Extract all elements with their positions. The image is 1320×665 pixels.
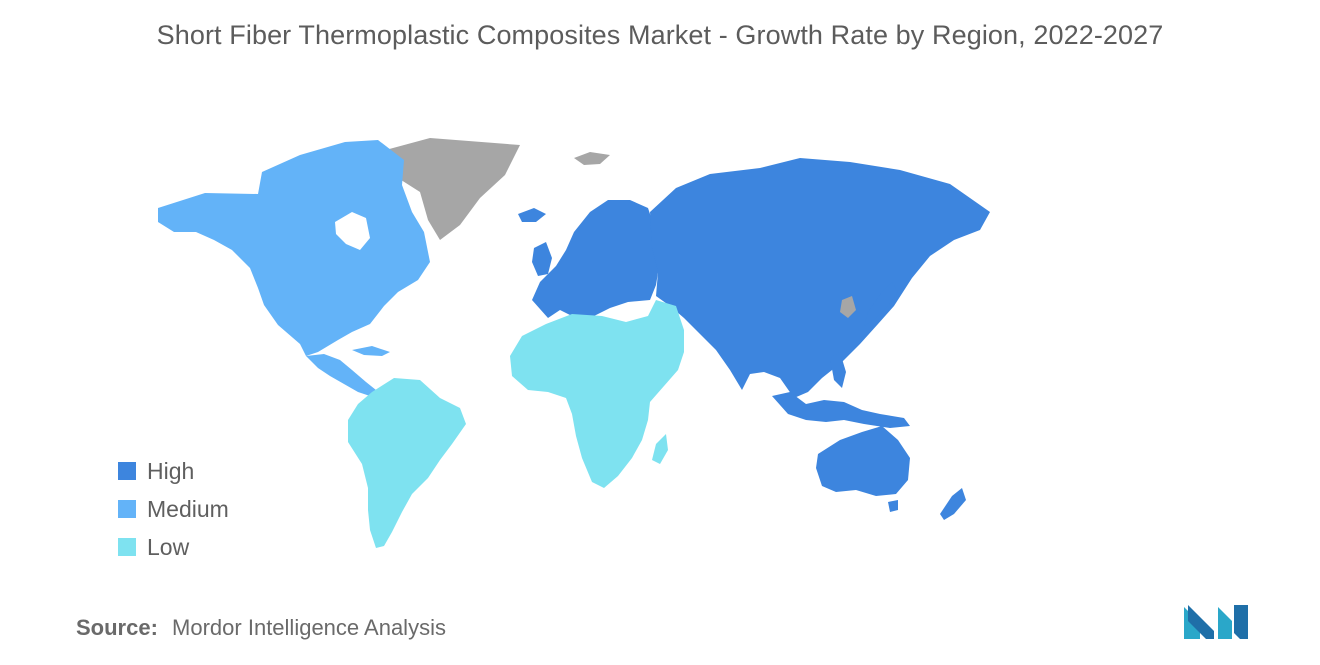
hudson-bay — [335, 212, 370, 250]
region-new-zealand — [940, 488, 966, 520]
region-australia — [816, 426, 910, 496]
legend-item-low: Low — [118, 528, 229, 566]
region-north-america — [158, 140, 430, 356]
chart-title: Short Fiber Thermoplastic Composites Mar… — [156, 20, 1164, 50]
region-greenland — [378, 138, 520, 240]
region-tasmania — [888, 500, 898, 512]
legend-item-medium: Medium — [118, 490, 229, 528]
region-south-america — [348, 378, 466, 548]
legend-label-medium: Medium — [147, 495, 229, 522]
region-iceland — [518, 208, 546, 222]
region-europe — [532, 200, 660, 318]
legend-swatch-low — [118, 538, 136, 556]
legend-swatch-high — [118, 462, 136, 480]
region-korea — [840, 296, 856, 318]
region-japan — [864, 282, 898, 326]
region-asia — [650, 158, 990, 398]
legend-label-low: Low — [147, 533, 190, 560]
legend-item-high: High — [118, 452, 229, 490]
mordor-intelligence-logo-icon — [1184, 605, 1248, 639]
region-central-america — [306, 354, 376, 396]
legend: High Medium Low — [118, 452, 229, 566]
region-africa-middle-east — [510, 300, 684, 488]
source-note: Source: Mordor Intelligence Analysis — [76, 615, 446, 641]
region-southeast-asia-islands — [772, 392, 910, 428]
region-arctic-islands — [574, 152, 610, 165]
region-british-isles — [532, 242, 552, 276]
region-caribbean — [352, 346, 390, 356]
source-text: Mordor Intelligence Analysis — [172, 615, 446, 640]
region-madagascar — [652, 434, 668, 464]
legend-label-high: High — [147, 457, 195, 484]
region-philippines — [830, 352, 846, 388]
source-label: Source: — [76, 615, 158, 640]
legend-swatch-medium — [118, 500, 136, 518]
